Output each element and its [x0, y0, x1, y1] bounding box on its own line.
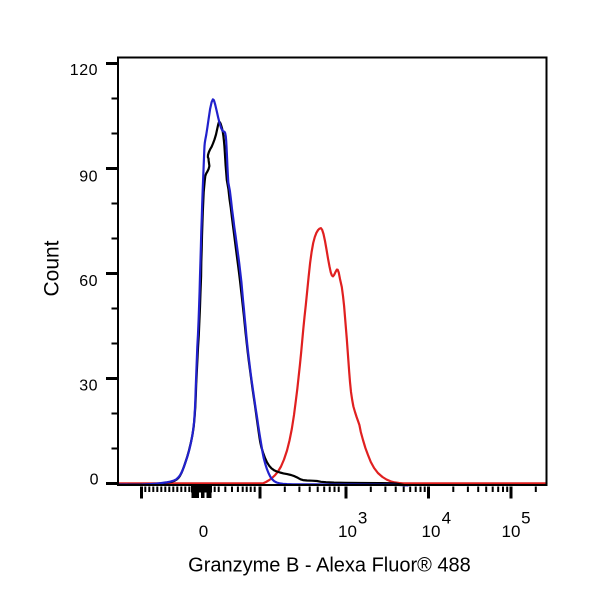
svg-text:10: 10: [338, 522, 357, 541]
svg-text:10: 10: [502, 522, 521, 541]
svg-text:10: 10: [422, 522, 441, 541]
svg-text:0: 0: [199, 522, 208, 541]
svg-text:30: 30: [79, 378, 98, 395]
svg-text:0: 0: [90, 472, 99, 489]
svg-text:5: 5: [521, 509, 530, 528]
svg-text:Granzyme B - Alexa Fluor® 488: Granzyme B - Alexa Fluor® 488: [188, 555, 471, 577]
svg-text:60: 60: [79, 273, 98, 290]
svg-text:Count: Count: [41, 240, 64, 296]
svg-text:3: 3: [358, 509, 367, 528]
svg-text:4: 4: [442, 509, 451, 528]
svg-text:120: 120: [70, 62, 98, 79]
svg-text:90: 90: [79, 169, 98, 186]
